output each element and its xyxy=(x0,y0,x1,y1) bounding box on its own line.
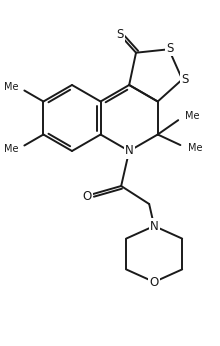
Text: Me: Me xyxy=(4,82,18,92)
Text: S: S xyxy=(166,42,174,55)
Text: O: O xyxy=(150,275,159,289)
Text: O: O xyxy=(82,191,92,203)
Text: N: N xyxy=(125,145,134,157)
Text: N: N xyxy=(150,219,159,233)
Text: S: S xyxy=(116,28,124,42)
Text: S: S xyxy=(182,73,189,86)
Text: Me: Me xyxy=(188,144,202,153)
Text: Me: Me xyxy=(185,111,199,120)
Text: Me: Me xyxy=(4,144,18,154)
